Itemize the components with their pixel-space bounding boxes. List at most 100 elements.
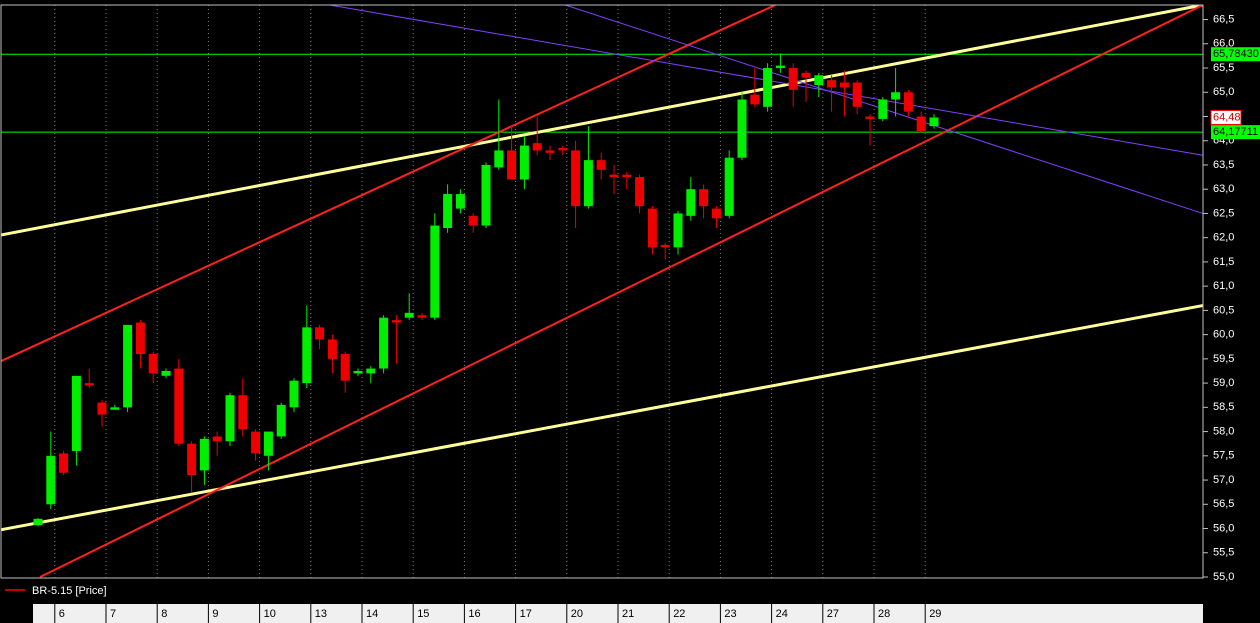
candle-body: [724, 157, 734, 216]
y-tick-label: 58,0: [1213, 425, 1234, 437]
candle-body: [827, 80, 837, 88]
x-tick-label: 14: [366, 608, 378, 620]
candle-body: [84, 383, 94, 386]
candle-body: [327, 339, 337, 359]
x-tick-label: 24: [776, 608, 788, 620]
candle-body: [788, 68, 798, 90]
y-tick-label: 61,0: [1213, 280, 1234, 292]
candle-body: [46, 455, 56, 505]
candle-body: [366, 368, 376, 374]
y-tick-label: 65,5: [1213, 62, 1234, 74]
y-tick-label: 60,5: [1213, 304, 1234, 316]
candle-body: [148, 354, 158, 374]
y-tick-label: 57,5: [1213, 450, 1234, 462]
candle-body: [545, 150, 555, 153]
candle-body: [379, 317, 389, 369]
candle-body: [635, 177, 645, 207]
candle-body: [353, 370, 363, 374]
candle-body: [916, 116, 926, 132]
x-tick-label: 22: [673, 608, 685, 620]
level-label: 65,78430: [1213, 48, 1259, 60]
plot-area: [1, 5, 1203, 578]
candle-body: [711, 208, 721, 219]
y-tick-label: 66,0: [1213, 38, 1234, 50]
candle-body: [302, 327, 312, 384]
y-tick-label: 65,0: [1213, 86, 1234, 98]
candle-body: [647, 208, 657, 248]
y-tick-label: 58,5: [1213, 401, 1234, 413]
candle-body: [225, 395, 235, 442]
candle-body: [519, 145, 529, 180]
y-tick-label: 59,5: [1213, 353, 1234, 365]
candle-body: [660, 244, 670, 248]
candle-body: [263, 431, 273, 456]
candle-body: [161, 370, 171, 376]
candle-body: [891, 92, 901, 100]
x-tick-label: 15: [417, 608, 429, 620]
candle-body: [123, 324, 133, 408]
candle-body: [699, 189, 709, 207]
candle-body: [622, 174, 632, 178]
candle-body: [468, 215, 478, 226]
x-tick-label: 17: [520, 608, 532, 620]
y-tick-label: 57,0: [1213, 474, 1234, 486]
x-tick-label: 16: [468, 608, 480, 620]
candle-body: [852, 82, 862, 107]
candle-body: [596, 160, 606, 170]
candle-body: [686, 189, 696, 216]
y-tick-label: 62,5: [1213, 207, 1234, 219]
candle-body: [609, 174, 619, 178]
level-label-box: [1211, 125, 1260, 140]
candle-body: [174, 368, 184, 444]
candle-body: [187, 443, 197, 476]
y-tick-label: 61,5: [1213, 256, 1234, 268]
candle-body: [583, 160, 593, 207]
candle-body: [340, 354, 350, 381]
y-tick-label: 63,5: [1213, 159, 1234, 171]
x-tick-label: 29: [929, 608, 941, 620]
x-tick-label: 7: [110, 608, 116, 620]
candle-body: [238, 395, 248, 430]
candle-body: [199, 438, 209, 471]
x-tick-label: 10: [264, 608, 276, 620]
candle-body: [33, 518, 43, 526]
level-label: 64,17711: [1213, 126, 1258, 138]
candle-body: [775, 65, 785, 69]
x-tick-label: 13: [315, 608, 327, 620]
x-tick-label: 20: [571, 608, 583, 620]
candle-body: [494, 150, 504, 168]
candle-body: [737, 99, 747, 158]
candle-body: [135, 322, 145, 355]
level-label-box: [1211, 47, 1260, 62]
candle-body: [417, 315, 427, 318]
candle-body: [763, 68, 773, 107]
trendline: [1, 5, 1203, 237]
candle-body: [212, 436, 222, 442]
candle-body: [865, 116, 875, 119]
candle-body: [97, 402, 107, 415]
x-tick-label: 8: [161, 608, 167, 620]
candle-body: [814, 75, 824, 85]
x-tick-label: 9: [212, 608, 218, 620]
candle-body: [276, 404, 286, 437]
candle-body: [443, 194, 453, 228]
y-tick-label: 56,5: [1213, 498, 1234, 510]
legend-label: BR-5.15 [Price]: [32, 585, 107, 597]
candle-body: [558, 148, 568, 151]
candle-body: [929, 117, 939, 127]
candle-body: [481, 164, 491, 226]
last-price-label: 64,48: [1213, 111, 1241, 123]
y-tick-label: 62,0: [1213, 232, 1234, 244]
candle-body: [839, 82, 849, 88]
y-tick-label: 55,5: [1213, 547, 1234, 559]
candle-body: [315, 327, 325, 340]
candle-body: [507, 150, 517, 180]
candle-body: [430, 225, 440, 318]
plot-border: [0, 4, 1204, 579]
trendline: [1, 5, 776, 363]
candle-body: [404, 312, 414, 318]
candle-body: [903, 92, 913, 112]
y-tick-label: 60,0: [1213, 329, 1234, 341]
